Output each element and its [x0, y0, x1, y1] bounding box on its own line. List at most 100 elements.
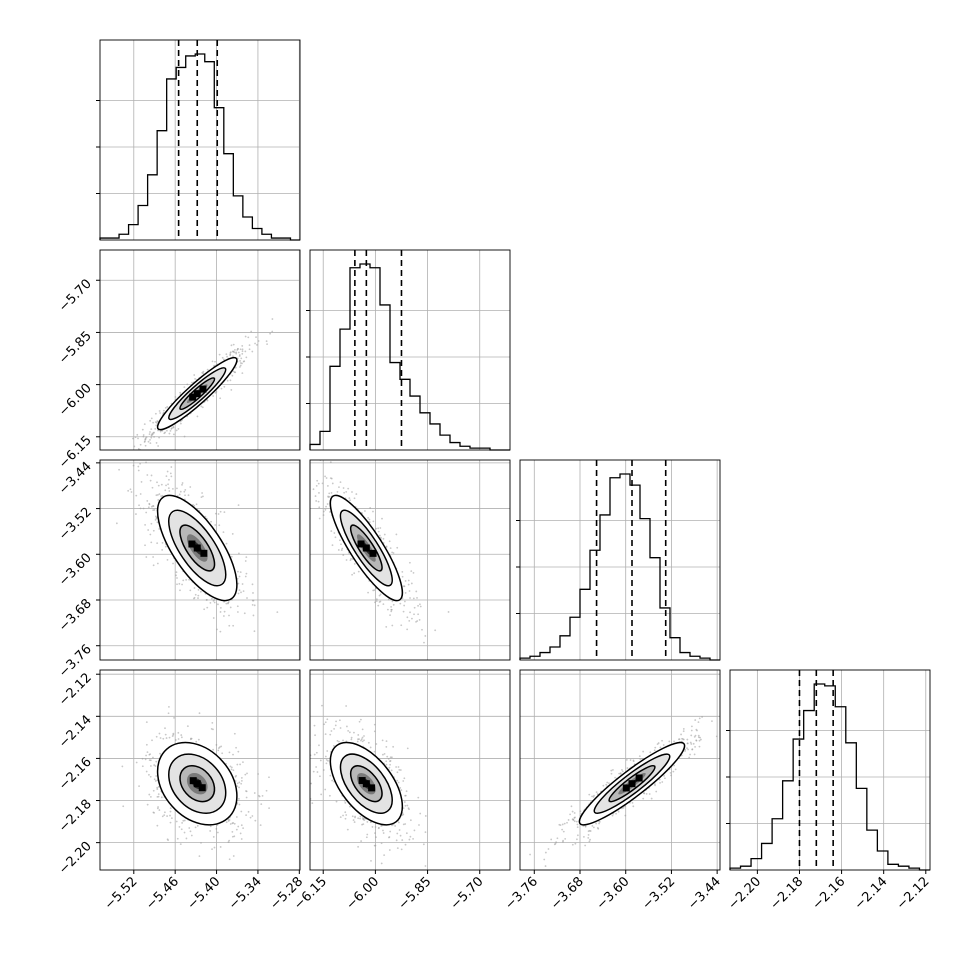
pair-panel-1-2	[309, 459, 511, 661]
density-core-1	[635, 774, 643, 782]
x-tick-label: −2.16	[810, 874, 849, 913]
contour-line-0	[329, 741, 404, 826]
x-tick-label: −2.12	[894, 874, 933, 913]
histogram-panel-0	[96, 39, 301, 241]
y-tick-label: −3.52	[56, 505, 95, 544]
y-axis-labels-2: −3.76−3.68−3.60−3.52−3.44	[56, 459, 95, 681]
density-core-0	[357, 540, 365, 548]
contour-line-2	[179, 765, 216, 803]
pair-content	[312, 460, 450, 644]
x-tick-label: −3.52	[639, 874, 678, 913]
histogram-panel-1	[306, 249, 511, 451]
panel-frame	[309, 249, 511, 451]
density-core-0	[188, 540, 196, 548]
panel-frame	[99, 669, 301, 871]
y-tick-label: −3.76	[56, 642, 95, 681]
panel-frame	[309, 459, 511, 661]
contour-line-0	[156, 741, 238, 826]
panel-frame	[99, 249, 301, 451]
x-tick-label: −3.60	[594, 874, 633, 913]
density-core-0	[189, 393, 197, 401]
contour-line-0	[578, 741, 686, 826]
pair-panel-0-2	[96, 459, 301, 661]
panel-frame	[309, 669, 511, 871]
y-axis-labels-3: −2.20−2.18−2.16−2.14−2.12	[56, 670, 95, 877]
x-tick-label: −5.34	[226, 874, 265, 913]
pair-panel-0-3	[96, 669, 301, 874]
y-tick-label: −5.70	[56, 276, 95, 315]
pair-panel-0-1	[96, 249, 301, 451]
x-tick-label: −2.18	[768, 874, 807, 913]
x-tick-label: −2.14	[852, 874, 891, 913]
x-axis-labels-3: −2.20 −2.18 −2.16 −2.14 −2.12	[725, 874, 932, 913]
density-core-1	[369, 549, 377, 557]
x-axis-labels-0: −5.52 −5.46 −5.40 −5.34 −5.28	[102, 874, 306, 913]
panel-frame	[519, 669, 721, 871]
y-tick-label: −6.00	[56, 381, 95, 420]
density-core-2	[193, 780, 201, 788]
pair-content	[121, 705, 270, 861]
x-tick-label: −5.85	[396, 874, 435, 913]
x-tick-label: −3.44	[685, 874, 724, 913]
y-axis-labels-1: −6.15−6.00−5.85−5.70	[56, 276, 95, 471]
density-core-2	[362, 544, 370, 552]
y-tick-label: −2.16	[56, 755, 95, 794]
density-core-2	[362, 780, 370, 788]
contour-line-1	[339, 509, 393, 587]
x-tick-label: −6.00	[343, 874, 382, 913]
contour-line-1	[339, 753, 393, 814]
contour-line-2	[608, 765, 656, 803]
histogram-steps-0	[99, 53, 300, 241]
x-tick-label: −5.70	[448, 874, 487, 913]
density-core-1	[200, 549, 208, 557]
y-tick-label: −3.68	[56, 596, 95, 635]
panel-frame	[99, 39, 301, 241]
panel-frame	[729, 669, 931, 871]
histogram-steps-3	[729, 683, 930, 871]
pair-content	[132, 318, 274, 450]
pair-panel-2-3	[519, 669, 721, 874]
histogram-steps-1	[309, 263, 510, 451]
density-core-1	[199, 385, 207, 393]
x-tick-label: −5.46	[143, 874, 182, 913]
pair-content	[529, 716, 718, 867]
x-axis-labels-1: −6.15 −6.00 −5.85 −5.70	[291, 874, 486, 913]
pair-panel-1-3	[309, 669, 511, 874]
x-tick-label: −5.40	[185, 874, 224, 913]
x-tick-label: −5.52	[102, 874, 141, 913]
contour-line-1	[168, 509, 227, 587]
y-tick-label: −5.85	[56, 329, 95, 368]
contour-line-1	[593, 753, 671, 814]
density-core-1	[198, 784, 206, 792]
x-tick-label: −3.68	[548, 874, 587, 913]
panel-frame	[99, 459, 301, 661]
pair-content	[115, 461, 279, 633]
x-tick-label: −3.76	[502, 874, 541, 913]
contour-line-0	[329, 494, 404, 602]
contour-line-0	[156, 356, 238, 431]
contour-line-0	[156, 494, 238, 602]
contour-line-1	[168, 753, 227, 814]
contour-line-2	[349, 765, 383, 803]
contour-line-1	[168, 367, 227, 421]
pair-content	[310, 704, 427, 867]
density-core-0	[358, 777, 366, 785]
histogram-steps-2	[519, 473, 720, 661]
y-tick-label: −3.60	[56, 551, 95, 590]
y-tick-label: −2.20	[56, 839, 95, 878]
density-core-2	[193, 544, 201, 552]
panel-frame	[519, 459, 721, 661]
x-axis-labels-2: −3.76 −3.68 −3.60 −3.52 −3.44	[502, 874, 724, 913]
contour-line-2	[349, 524, 383, 572]
histogram-panel-3	[726, 669, 931, 874]
contour-line-2	[179, 524, 216, 572]
y-tick-label: −2.14	[56, 713, 95, 752]
histogram-panel-2	[516, 459, 721, 661]
x-tick-label: −2.20	[725, 874, 764, 913]
density-core-2	[628, 780, 636, 788]
density-core-1	[368, 784, 376, 792]
density-core-0	[189, 777, 197, 785]
y-tick-label: −2.18	[56, 797, 95, 836]
density-core-0	[622, 784, 630, 792]
